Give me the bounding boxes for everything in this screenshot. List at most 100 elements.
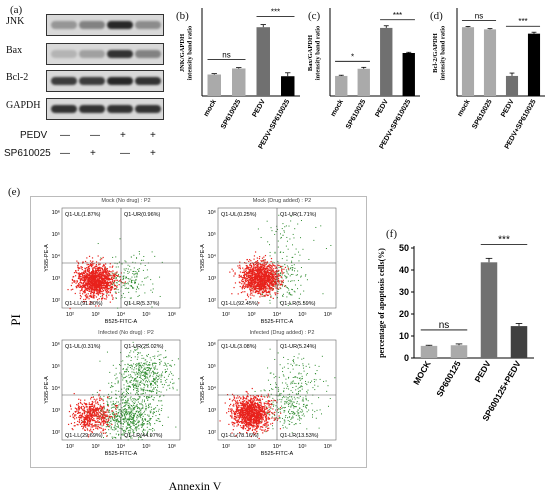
blot-band [79, 105, 105, 113]
treatment-sign: — [60, 130, 70, 141]
flow-dots [67, 238, 163, 310]
category-label: SP600125 [434, 359, 463, 399]
y-axis-label-line: intensity band ratio [187, 26, 194, 81]
blot-strip-bax [46, 43, 164, 65]
treatment-label: SP610025 [4, 148, 51, 159]
y-tick-label: 10⁶ [208, 209, 216, 216]
y-tick-label: 10⁴ [52, 385, 61, 392]
bar-sp600125-pedv [510, 326, 528, 358]
y-axis-label: Y585-PE-A [44, 376, 50, 404]
quadrant-label-lr: Q1-LR(13.53%) [280, 433, 319, 439]
flow-plot-title: Infected (No drug) : P2 [98, 330, 154, 336]
flow-plot-1: Mock (No drug) : P2 Q1-UL(1.87%) Q1-UR(0.9… [44, 198, 181, 325]
x-tick-label: 10² [66, 444, 74, 450]
x-tick-label: 10² [222, 312, 230, 318]
panel-label-f: (f) [386, 228, 397, 240]
category-label: mock [330, 98, 345, 117]
bar-sp610025 [483, 29, 497, 97]
significance-label: *** [271, 8, 280, 17]
significance-label: *** [518, 17, 527, 26]
blot-band [79, 77, 105, 85]
treatment-sign: + [150, 148, 156, 159]
x-tick-label: 10⁵ [142, 311, 150, 318]
x-tick-label: 10⁴ [273, 311, 282, 318]
quadrant-label-ur: Q1-UR(0.96%) [124, 212, 161, 218]
category-label: PEDV [500, 98, 516, 118]
quadrant-label-ur: Q1-UR(25.02%) [124, 344, 164, 350]
blot-strip-bcl-2 [46, 70, 164, 92]
x-tick-label: 10³ [92, 312, 100, 318]
quadrant-label-ur: Q1-UR(1.71%) [280, 212, 317, 218]
panel-label-a: (a) [10, 4, 23, 16]
bar-mock [420, 345, 438, 358]
quadrant-label-lr: Q1-LR(5.37%) [124, 301, 160, 307]
y-tick-label: 20 [399, 309, 409, 319]
bar-pedv [480, 262, 498, 358]
x-tick-label: 10³ [248, 312, 256, 318]
blot-band [79, 21, 105, 29]
bar-sp600125 [450, 345, 468, 358]
blot-band [135, 77, 161, 85]
x-axis-label: B525-FITC-A [105, 451, 138, 457]
y-tick-label: 10⁶ [52, 341, 60, 348]
blot-band [51, 105, 77, 113]
y-axis-label: Y585-PE-A [200, 376, 206, 404]
x-axis-label: B525-FITC-A [105, 319, 138, 325]
y-tick-label: 10² [208, 430, 216, 436]
quadrant-label-lr: Q1-LR(44.97%) [124, 433, 163, 439]
chart-apoptosis: 0 10 20 30 40 50 percentage of apoptosis cells… [377, 234, 534, 423]
flow-plot-title: Infected (Drug added) : P2 [250, 330, 315, 336]
panel-label-c: (c) [308, 10, 321, 22]
flow-cytometry: PI Annexin V Mock (No drug) : P2 Q1-UL(1.87… [8, 198, 337, 493]
y-tick-label: 10² [52, 430, 60, 436]
blot-band [135, 50, 161, 58]
blot-band [107, 50, 133, 58]
band-label-bcl-2: Bcl-2 [6, 72, 29, 83]
x-tick-label: 10⁴ [273, 443, 282, 450]
category-label: SP610025 [220, 98, 242, 130]
flow-plot-4: Infected (Drug added) : P2 Q1-UL(3.08%) Q1… [200, 330, 337, 457]
treatment-label: PEDV [20, 130, 48, 141]
significance-label: ns [222, 51, 230, 60]
y-axis-label: Y585-PE-A [44, 244, 50, 272]
y-tick-label: 40 [399, 265, 409, 275]
bar-pedv [380, 27, 393, 97]
category-label: PEDV [251, 98, 267, 118]
quadrant-label-ul: Q1-UL(0.31%) [65, 344, 101, 350]
x-tick-label: 10⁴ [117, 311, 126, 318]
bar-mock [461, 27, 475, 97]
western-blot: JNK Bax Bcl-2 GAPDH PEDV — — + + SP610025 — + — + [0, 0, 170, 175]
quadrant-label-ll: Q1-LL(92.45%) [221, 301, 259, 307]
treatment-sign: — [120, 148, 130, 159]
treatment-sign: + [120, 130, 126, 141]
category-label: PEDV [374, 98, 390, 118]
y-axis-label: Bax/GAPDHintensity band ratio [307, 26, 322, 81]
y-axis-label-line: JNK/GAPDH [179, 34, 186, 72]
flow-plot-2: Mock (Drug added) : P2 Q1-UL(0.25%) Q1-UR(… [200, 198, 337, 325]
y-tick-label: 10³ [208, 408, 216, 414]
bar-mock [207, 74, 221, 96]
band-label-bax: Bax [6, 45, 23, 56]
chart-bax: Bax/GAPDHintensity band ratio mock SP61002… [307, 8, 420, 150]
y-tick-label: 10² [52, 298, 60, 304]
quadrant-label-lr: Q1-LR(5.59%) [280, 301, 316, 307]
y-tick-label: 10 [399, 331, 409, 341]
panel-label-b: (b) [176, 10, 189, 22]
x-tick-label: 10⁶ [168, 443, 176, 450]
y-axis-label-line: Bax/GAPDH [307, 35, 314, 71]
blot-band [107, 77, 133, 85]
y-tick-label: 10² [208, 298, 216, 304]
band-label-jnk: JNK [6, 16, 25, 27]
y-tick-label: 10⁵ [52, 363, 60, 370]
category-label: PEDV [472, 359, 492, 384]
y-tick-label: 10⁴ [208, 253, 217, 260]
quadrant-label-ll: Q1-LL(91.80%) [65, 301, 103, 307]
y-axis-label-line: intensity band ratio [315, 26, 322, 81]
flow-dots [219, 348, 336, 440]
x-tick-label: 10³ [248, 444, 256, 450]
panel-label-d: (d) [430, 10, 443, 22]
x-tick-label: 10⁵ [142, 443, 150, 450]
x-tick-label: 10⁵ [298, 443, 306, 450]
x-tick-label: 10⁶ [324, 443, 332, 450]
band-label-gapdh: GAPDH [6, 100, 41, 111]
